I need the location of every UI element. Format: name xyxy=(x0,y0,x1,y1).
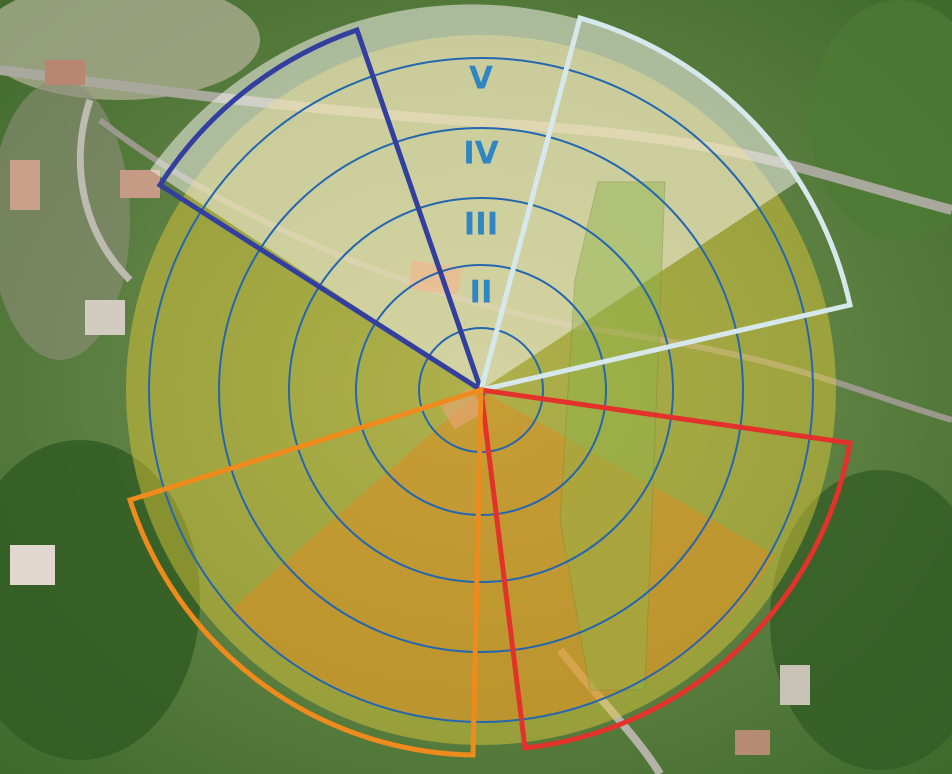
sector-blue xyxy=(156,26,486,396)
sector-light xyxy=(477,14,853,394)
sector-orange xyxy=(126,386,484,758)
zone-label: IV xyxy=(463,136,499,172)
sector-red xyxy=(478,387,853,751)
zone-label: III xyxy=(464,207,499,243)
overlays: V IV III II xyxy=(126,4,853,758)
zone-label: II xyxy=(469,275,492,311)
building xyxy=(440,387,485,430)
zone-label: V xyxy=(469,61,493,97)
distance-rings xyxy=(148,57,814,723)
parcel xyxy=(559,181,666,691)
